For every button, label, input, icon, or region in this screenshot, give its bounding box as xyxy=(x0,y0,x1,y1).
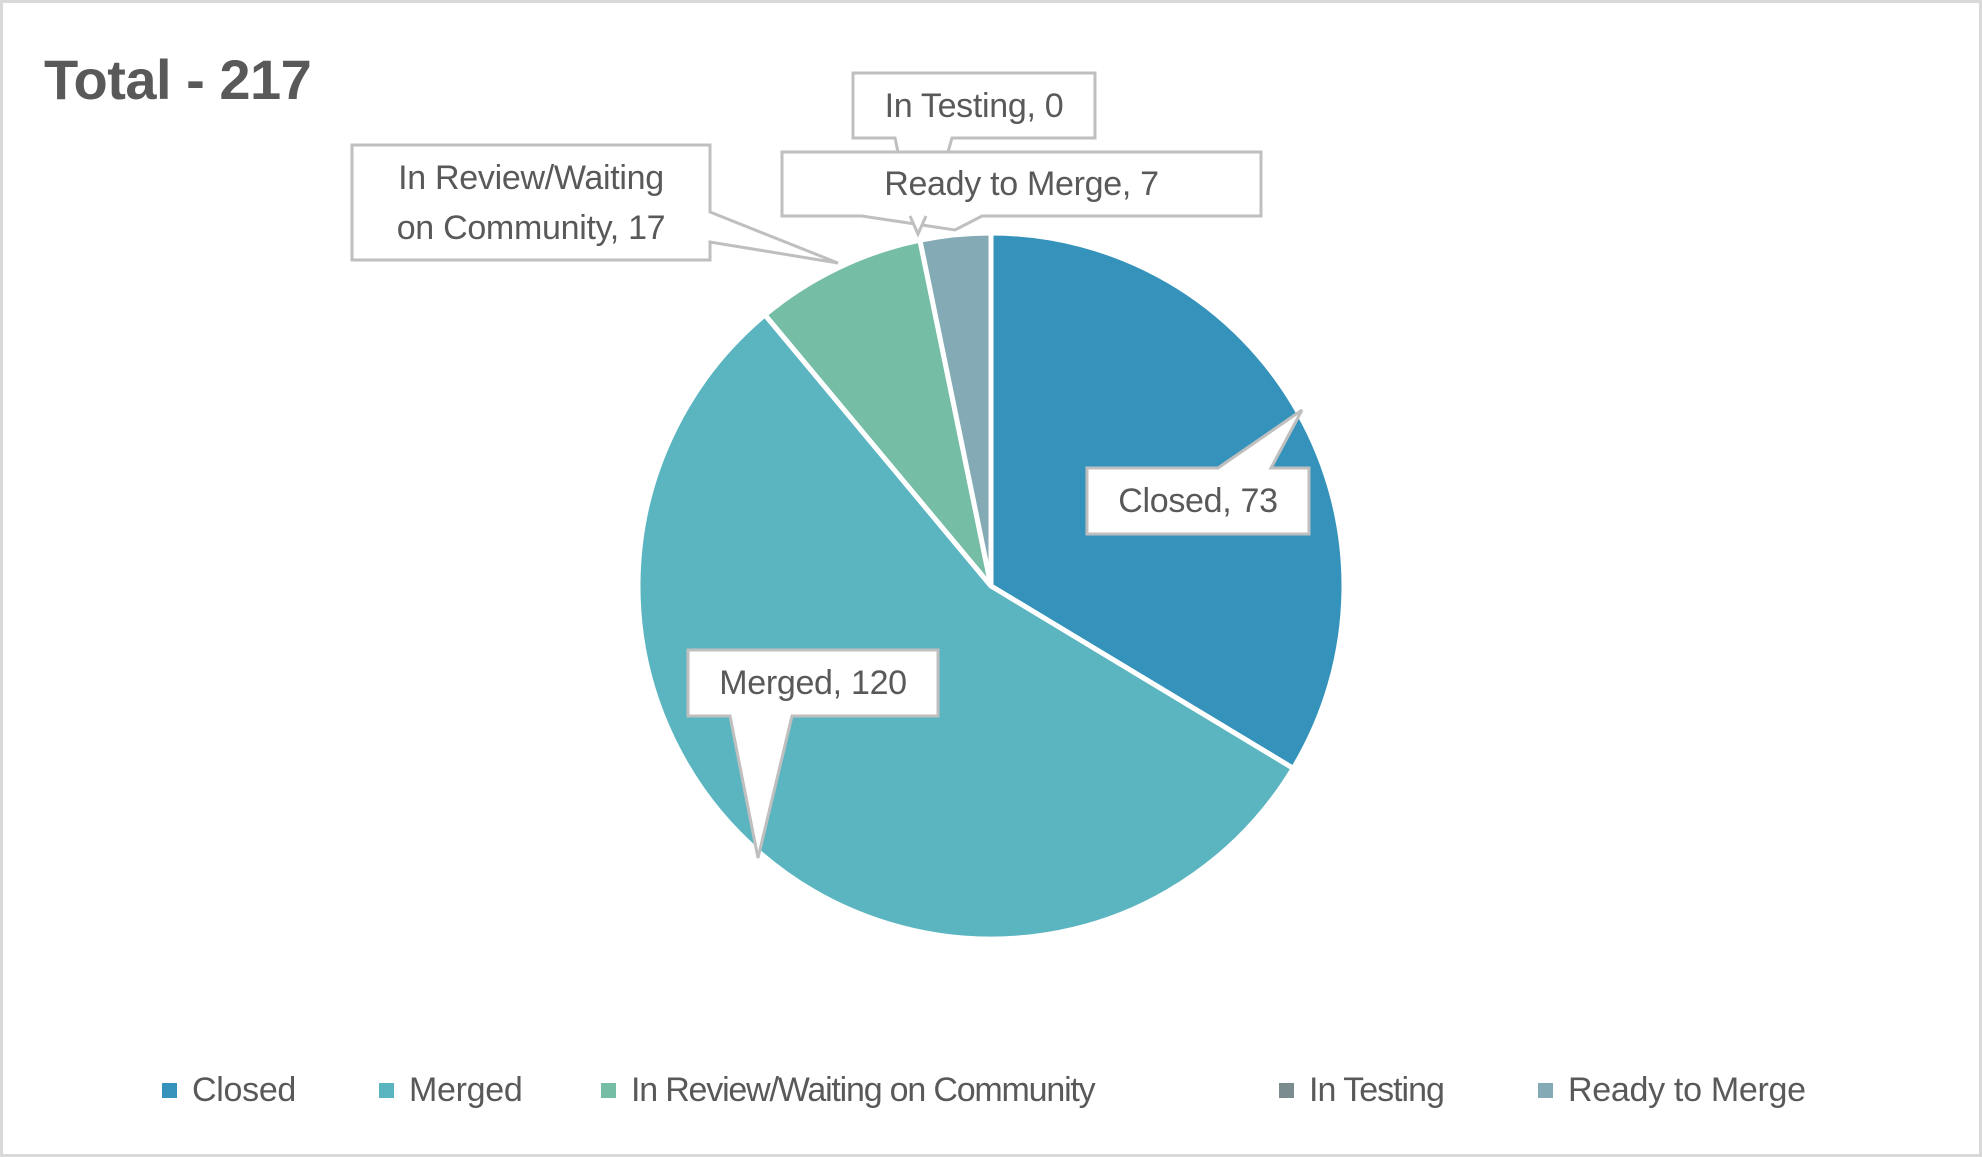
callout-closed-shape xyxy=(1085,408,1311,536)
legend-label-merged: Merged xyxy=(409,1070,523,1109)
legend-item-in-testing[interactable]: In Testing xyxy=(1279,1068,1445,1112)
legend-item-ready-to-merge[interactable]: Ready to Merge xyxy=(1538,1068,1806,1112)
callout-ready-to-merge-tip xyxy=(908,215,928,238)
legend-label-ready-to-merge: Ready to Merge xyxy=(1568,1070,1806,1109)
data-label-in-review: In Review/Waiting on Community, 17 xyxy=(352,145,710,260)
legend-swatch-in-testing xyxy=(1279,1082,1294,1098)
data-label-merged: Merged, 120 xyxy=(688,650,938,716)
pie-slice-in-review-waiting-on-community[interactable] xyxy=(762,237,994,589)
legend-item-in-review[interactable]: In Review/Waiting on Community xyxy=(601,1068,1096,1112)
legend-item-merged[interactable]: Merged xyxy=(379,1068,523,1112)
legend-label-in-testing: In Testing xyxy=(1309,1070,1445,1109)
data-label-closed: Closed, 73 xyxy=(1087,468,1309,534)
legend-swatch-in-review xyxy=(601,1082,616,1098)
data-label-in-review-line2: on Community, 17 xyxy=(396,208,666,247)
legend-swatch-closed xyxy=(162,1082,177,1098)
chart-title: Total - 217 xyxy=(44,48,312,111)
data-label-ready-to-merge-text: Ready to Merge, 7 xyxy=(884,165,1159,203)
legend-label-closed: Closed xyxy=(192,1070,297,1109)
pie-slices xyxy=(635,230,1347,942)
callout-merged-shape xyxy=(686,648,940,859)
data-label-closed-text: Closed, 73 xyxy=(1118,482,1278,520)
legend-swatch-merged xyxy=(379,1082,394,1098)
data-label-in-testing-text: In Testing, 0 xyxy=(884,86,1064,125)
callout-ready-to-merge-shape xyxy=(780,150,1263,232)
pie-slice-merged[interactable] xyxy=(635,312,1296,942)
callout-in-review-shape xyxy=(350,143,839,265)
legend-label-in-review: In Review/Waiting on Community xyxy=(631,1070,1096,1109)
legend-swatch-ready-to-merge xyxy=(1538,1082,1553,1098)
legend-item-closed[interactable]: Closed xyxy=(162,1068,296,1112)
data-label-in-review-line1: In Review/Waiting xyxy=(398,158,664,197)
data-label-ready-to-merge: Ready to Merge, 7 xyxy=(782,152,1261,216)
data-label-merged-text: Merged, 120 xyxy=(719,664,907,702)
data-label-in-testing: In Testing, 0 xyxy=(853,73,1095,138)
pie-slice-ready-to-merge[interactable] xyxy=(917,230,994,589)
